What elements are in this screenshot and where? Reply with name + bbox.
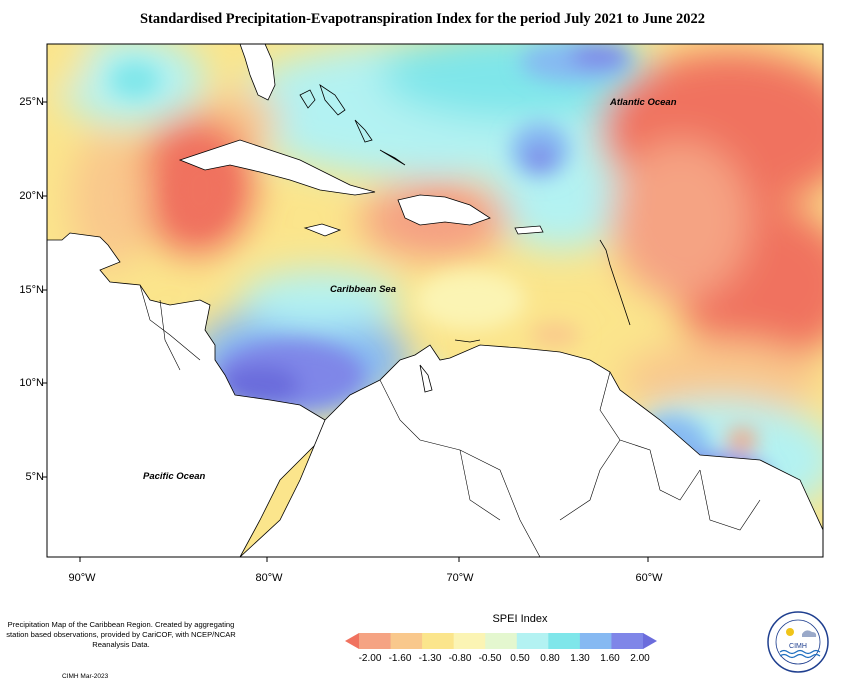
lat-label-10n: 10°N	[19, 377, 44, 389]
legend-title: SPEI Index	[492, 613, 548, 625]
map-credit: CIMH Mar-2023	[62, 673, 109, 680]
country-borders	[139, 284, 761, 557]
legend-arrow-high	[643, 633, 657, 649]
legend-swatch	[422, 633, 455, 649]
legend-tick: -1.30	[418, 653, 442, 664]
lat-label-5n: 5°N	[25, 471, 44, 483]
pacific-ocean-label: Pacific Ocean	[143, 471, 206, 482]
legend-tick: 0.80	[540, 653, 560, 664]
legend-swatch	[485, 633, 518, 649]
legend-tick: 0.50	[510, 653, 530, 664]
atlantic-ocean-label: Atlantic Ocean	[610, 97, 677, 108]
legend-swatch	[453, 633, 486, 649]
legend-tick: 2.00	[630, 653, 650, 664]
spei-map	[42, 43, 824, 562]
legend-swatch	[611, 633, 644, 649]
land-masses	[47, 44, 823, 557]
cloud-icon	[802, 630, 817, 637]
legend-swatch	[579, 633, 612, 649]
legend-swatch	[359, 633, 392, 649]
map-frame	[46, 43, 824, 558]
legend-arrow-low	[345, 633, 359, 649]
legend-tick: 1.30	[570, 653, 590, 664]
axis-ticks	[42, 101, 649, 562]
map-description: Precipitation Map of the Caribbean Regio…	[6, 620, 236, 649]
legend-swatch	[390, 633, 423, 649]
lon-label-80w: 80°W	[255, 572, 283, 584]
lon-label-60w: 60°W	[635, 572, 663, 584]
legend-colorbar	[345, 633, 657, 649]
sun-icon	[786, 628, 794, 636]
map-title: Standardised Precipitation-Evapotranspir…	[139, 11, 705, 27]
spei-field	[47, 44, 823, 557]
legend-swatch	[548, 633, 581, 649]
lat-label-25n: 25°N	[19, 96, 44, 108]
lon-label-70w: 70°W	[446, 572, 474, 584]
legend-tick: -0.50	[478, 653, 502, 664]
legend-tick: -2.00	[358, 653, 382, 664]
legend-swatch	[516, 633, 549, 649]
small-islands	[299, 84, 631, 393]
lat-label-15n: 15°N	[19, 284, 44, 296]
cimh-logo: CIMH	[767, 611, 829, 673]
logo-text: CIMH	[789, 643, 807, 650]
legend-tick: 1.60	[600, 653, 620, 664]
lat-label-20n: 20°N	[19, 190, 44, 202]
caribbean-sea-label: Caribbean Sea	[330, 284, 396, 295]
legend-tick: -0.80	[448, 653, 472, 664]
lon-label-90w: 90°W	[68, 572, 96, 584]
legend-tick: -1.60	[388, 653, 412, 664]
